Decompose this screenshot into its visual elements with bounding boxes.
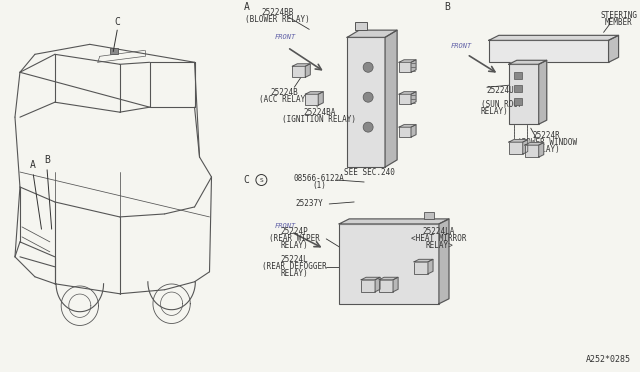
Text: (REAR DEFOGGER: (REAR DEFOGGER: [262, 262, 326, 271]
Text: 25224L: 25224L: [280, 255, 308, 264]
Text: 25224P: 25224P: [280, 227, 308, 236]
Text: 25237Y: 25237Y: [296, 199, 323, 208]
Polygon shape: [539, 60, 547, 124]
Text: FRONT: FRONT: [275, 34, 296, 40]
Bar: [109, 48, 118, 54]
Polygon shape: [361, 277, 380, 280]
Text: B: B: [444, 3, 450, 12]
Bar: [424, 212, 434, 219]
Polygon shape: [509, 140, 528, 142]
Circle shape: [363, 122, 373, 132]
Polygon shape: [305, 64, 310, 77]
Polygon shape: [393, 277, 398, 292]
Text: S: S: [259, 177, 263, 183]
Text: 25224U: 25224U: [487, 86, 515, 95]
Bar: [525, 145, 539, 157]
Polygon shape: [399, 125, 416, 127]
Text: FRONT: FRONT: [275, 223, 296, 229]
Bar: [509, 142, 523, 154]
Bar: [399, 94, 411, 104]
Polygon shape: [411, 125, 416, 137]
Circle shape: [363, 92, 373, 102]
Text: 25224BA: 25224BA: [303, 108, 335, 117]
Text: 08566-6122A: 08566-6122A: [294, 173, 345, 183]
Text: RELAY): RELAY): [280, 241, 308, 250]
Polygon shape: [428, 259, 433, 274]
Text: (ACC RELAY): (ACC RELAY): [259, 95, 310, 104]
Polygon shape: [399, 60, 416, 62]
Polygon shape: [525, 142, 544, 145]
Text: RELAY): RELAY): [280, 269, 308, 278]
Polygon shape: [411, 92, 416, 104]
Bar: [414, 262, 428, 274]
Polygon shape: [318, 92, 323, 105]
Polygon shape: [347, 30, 397, 37]
Text: B: B: [44, 155, 50, 165]
Text: RELAY): RELAY): [533, 145, 561, 154]
Text: 25224LA: 25224LA: [423, 227, 455, 236]
Polygon shape: [609, 35, 618, 62]
Bar: [514, 85, 522, 92]
Polygon shape: [539, 142, 544, 157]
Polygon shape: [439, 219, 449, 304]
Text: <HEAT MIRROR: <HEAT MIRROR: [412, 234, 467, 243]
Polygon shape: [414, 259, 433, 262]
Bar: [509, 64, 539, 124]
Bar: [361, 280, 375, 292]
Bar: [399, 127, 411, 137]
Polygon shape: [379, 277, 398, 280]
Text: MEMBER: MEMBER: [605, 18, 632, 27]
Text: (BLOWER RELAY): (BLOWER RELAY): [245, 15, 310, 24]
Text: 25224B: 25224B: [271, 88, 298, 97]
Polygon shape: [399, 92, 416, 94]
Bar: [514, 98, 522, 105]
Polygon shape: [385, 30, 397, 167]
Text: 25224R: 25224R: [533, 131, 561, 140]
Polygon shape: [375, 277, 380, 292]
Bar: [305, 94, 318, 105]
Bar: [292, 66, 305, 77]
Text: (IGNITION RELAY): (IGNITION RELAY): [282, 115, 356, 124]
Text: (POWER WINDOW: (POWER WINDOW: [516, 138, 577, 147]
Bar: [514, 72, 522, 79]
Text: A252*0285: A252*0285: [586, 355, 631, 364]
Text: SEE SEC.240: SEE SEC.240: [344, 167, 395, 177]
Circle shape: [363, 62, 373, 72]
Text: RELAY): RELAY): [481, 107, 509, 116]
Text: C: C: [243, 175, 250, 185]
Bar: [355, 22, 367, 30]
Bar: [379, 280, 393, 292]
Polygon shape: [509, 60, 547, 64]
Text: (REAR WIPER: (REAR WIPER: [269, 234, 320, 243]
Text: FRONT: FRONT: [451, 43, 472, 49]
Text: A: A: [30, 160, 36, 170]
Polygon shape: [489, 35, 618, 40]
Text: (SUN ROOF: (SUN ROOF: [481, 100, 522, 109]
Text: RELAY>: RELAY>: [425, 241, 453, 250]
Polygon shape: [339, 219, 449, 224]
Polygon shape: [523, 140, 528, 154]
Polygon shape: [305, 92, 323, 94]
Bar: [347, 37, 385, 167]
Text: C: C: [115, 17, 121, 28]
Text: (1): (1): [312, 180, 326, 189]
Polygon shape: [292, 64, 310, 66]
Bar: [489, 40, 609, 62]
Bar: [399, 62, 411, 72]
Text: A: A: [243, 3, 250, 12]
Text: 25224BB: 25224BB: [261, 8, 294, 17]
Polygon shape: [411, 60, 416, 72]
Bar: [339, 224, 439, 304]
Text: STEERING: STEERING: [600, 11, 637, 20]
